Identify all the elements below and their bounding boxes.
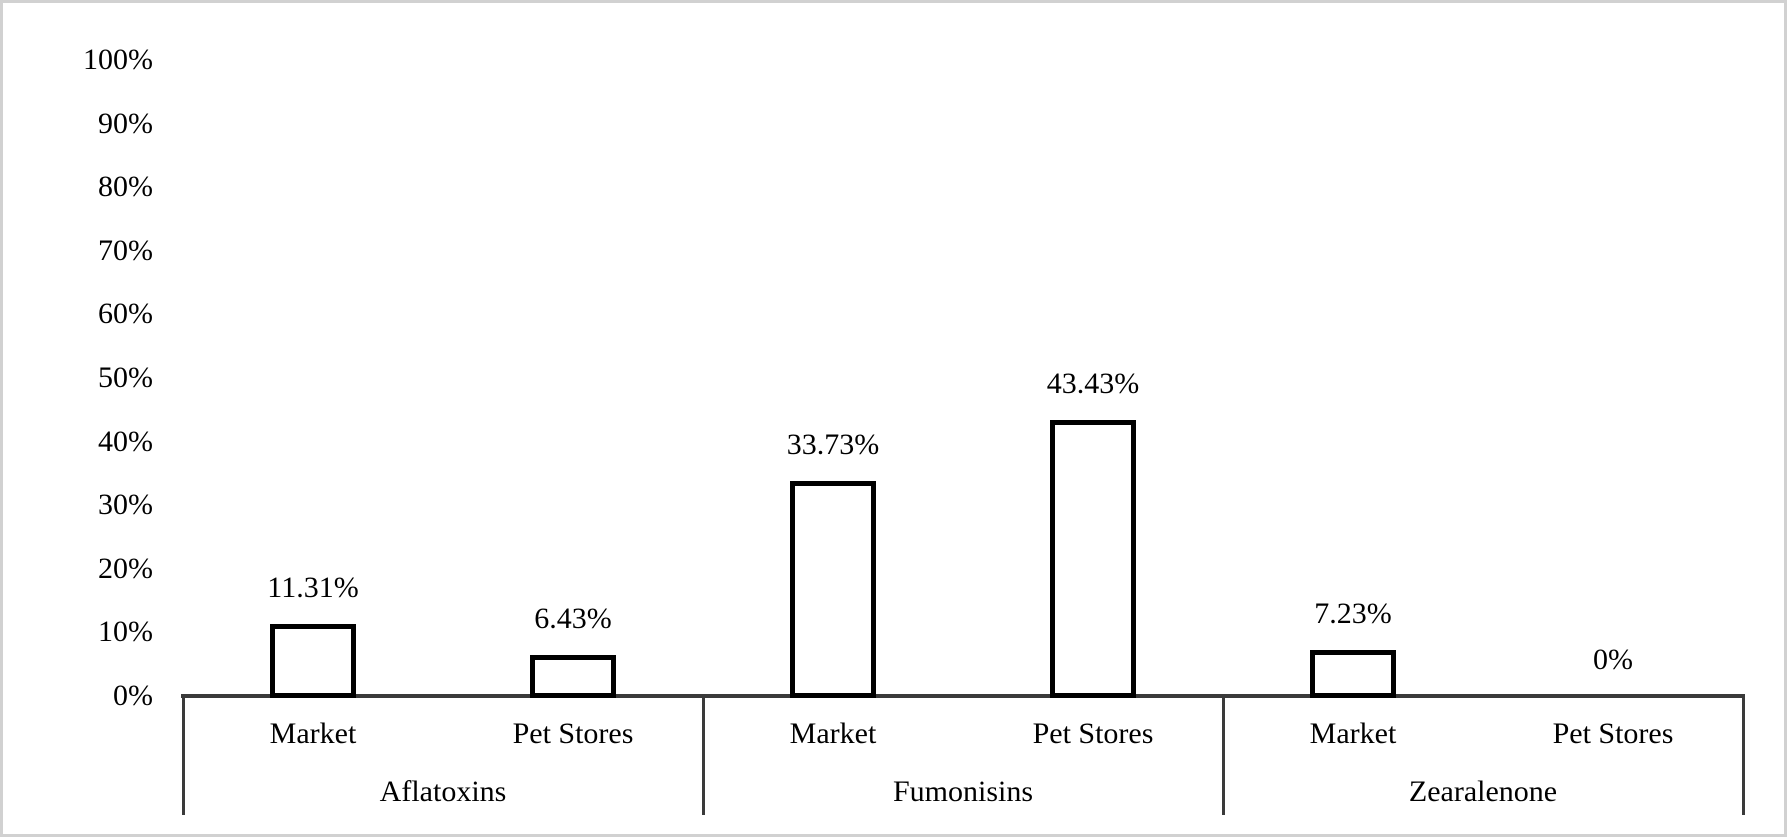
category-label: Market bbox=[1309, 717, 1397, 750]
y-axis-tick-label: 70% bbox=[98, 233, 153, 267]
y-axis-tick-label: 40% bbox=[98, 424, 153, 458]
y-axis-tick-labels: 100% 90% 80% 70% 60% 50% 40% 30% 20% 10% 0% bbox=[3, 3, 1784, 834]
group-label: Zearalenone bbox=[1408, 775, 1558, 808]
bar-value-label: 6.43% bbox=[534, 602, 612, 636]
bar bbox=[1310, 650, 1396, 698]
group-label: Aflatoxins bbox=[379, 775, 507, 808]
y-axis-tick-label: 100% bbox=[83, 43, 153, 76]
y-axis-tick-label: 80% bbox=[98, 170, 153, 204]
category-label: Pet Stores bbox=[1032, 717, 1154, 750]
bar-value-label: 0% bbox=[1593, 643, 1633, 676]
bar bbox=[1050, 419, 1136, 698]
bar bbox=[790, 481, 876, 698]
y-axis-tick-label: 0% bbox=[113, 679, 153, 712]
category-label: Pet Stores bbox=[512, 717, 634, 750]
y-axis-tick-label: 30% bbox=[98, 488, 153, 522]
bar bbox=[530, 655, 616, 698]
bar-value-label: 43.43% bbox=[1046, 366, 1140, 400]
group-label: Fumonisins bbox=[892, 775, 1034, 808]
bar-value-label: 11.31% bbox=[267, 571, 359, 605]
y-axis-tick-label: 20% bbox=[98, 551, 153, 585]
x-axis-labels: Market Pet Stores Aflatoxins Market Pet Stor… bbox=[3, 3, 1784, 834]
bar-value-label: 7.23% bbox=[1314, 597, 1392, 631]
category-label: Pet Stores bbox=[1552, 717, 1674, 750]
y-axis-tick-label: 10% bbox=[98, 615, 153, 649]
category-label: Market bbox=[269, 717, 357, 750]
category-divider-line bbox=[701, 696, 705, 815]
category-divider-line bbox=[1741, 696, 1745, 815]
category-label: Market bbox=[789, 717, 877, 750]
y-axis-tick-label: 50% bbox=[98, 361, 153, 394]
category-divider-line bbox=[181, 696, 185, 815]
bar-value-label: 33.73% bbox=[786, 428, 880, 462]
y-axis-tick-label: 90% bbox=[98, 106, 153, 140]
category-divider-line bbox=[1221, 696, 1225, 815]
plot-area: 11.31% 6.43% 33.73% 43.43% 7.23% 0% bbox=[3, 3, 1784, 834]
x-axis-line bbox=[181, 694, 1745, 698]
bar bbox=[270, 624, 356, 698]
y-axis-tick-label: 60% bbox=[98, 297, 153, 331]
